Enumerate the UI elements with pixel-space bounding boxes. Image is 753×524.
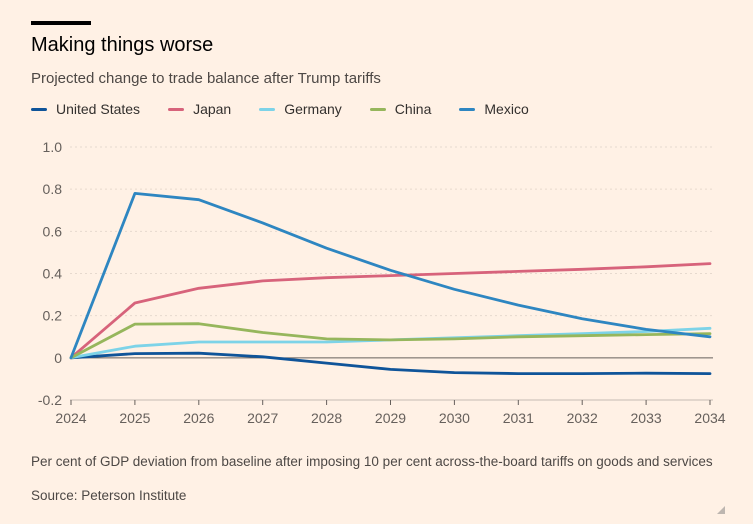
x-tick-label: 2033 [631, 410, 662, 426]
x-tick-label: 2032 [567, 410, 598, 426]
legend-swatch [259, 107, 276, 111]
series-line-united-states [69, 351, 712, 375]
y-tick-label: 0.8 [43, 181, 63, 197]
legend: United States Japan Germany China Mexico [31, 101, 557, 117]
x-tick-label: 2028 [311, 410, 342, 426]
legend-item: Germany [259, 101, 342, 117]
resize-handle-icon [717, 506, 725, 514]
legend-label: Japan [193, 101, 232, 117]
x-tick-label: 2034 [694, 410, 725, 426]
source: Source: Peterson Institute [31, 488, 187, 503]
legend-swatch [31, 107, 47, 111]
x-tick-label: 2030 [439, 410, 470, 426]
x-tick-label: 2024 [55, 410, 86, 426]
chart-title: Making things worse [31, 34, 214, 56]
brand-bar [31, 21, 91, 25]
x-tick-label: 2025 [119, 410, 150, 426]
legend-swatch [168, 107, 185, 111]
series-line-mexico [69, 192, 712, 360]
x-tick-label: 2026 [183, 410, 214, 426]
legend-label: United States [56, 101, 141, 117]
legend-label: China [394, 101, 432, 117]
series-line-china [69, 322, 712, 360]
series-line-japan [69, 262, 712, 360]
legend-swatch [459, 107, 476, 111]
legend-swatch [369, 107, 386, 111]
footnote: Per cent of GDP deviation from baseline … [31, 454, 713, 469]
y-tick-label: 1.0 [43, 139, 63, 155]
y-tick-label: 0.2 [43, 308, 63, 324]
chart-subtitle: Projected change to trade balance after … [31, 70, 381, 87]
x-tick-label: 2027 [247, 410, 278, 426]
line-chart: 1.0 0.8 0.6 0.4 0.2 0 -0.2 2024 2025 2026 2027 2028… [38, 139, 726, 426]
legend-item: Mexico [459, 101, 529, 117]
legend-label: Germany [284, 101, 342, 117]
x-tick-label: 2029 [375, 410, 406, 426]
x-tick-label: 2031 [503, 410, 534, 426]
y-tick-label: -0.2 [38, 392, 62, 408]
legend-item: China [369, 101, 432, 117]
legend-item: United States [31, 101, 140, 117]
legend-label: Mexico [484, 101, 529, 117]
legend-item: Japan [168, 101, 231, 117]
y-tick-label: 0 [54, 350, 62, 366]
y-tick-label: 0.6 [43, 223, 63, 239]
y-tick-label: 0.4 [43, 266, 63, 282]
